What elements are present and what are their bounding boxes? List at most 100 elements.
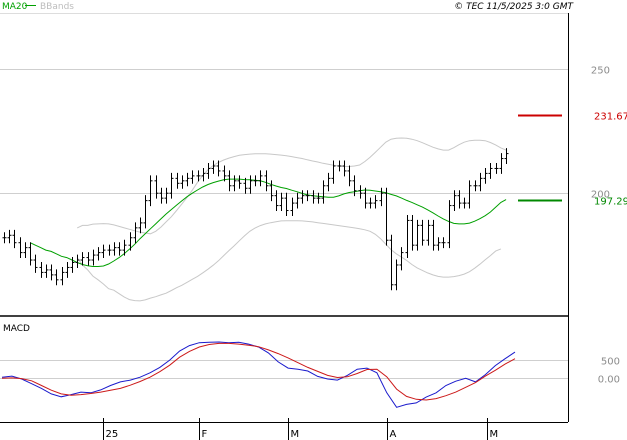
x-axis-tick-label: A (390, 429, 397, 440)
ohlc-bar (405, 214, 410, 259)
ma20-line-group (29, 178, 507, 267)
ohlc-bar (337, 160, 342, 172)
ohlc-bar (462, 197, 467, 209)
ohlc-bar (18, 237, 23, 259)
ohlc-bar (316, 192, 321, 204)
ohlc-bar (175, 172, 180, 189)
ohlc-bar (447, 200, 452, 249)
ohlc-bar (101, 244, 106, 259)
ohlc-bar (452, 190, 457, 212)
ohlc-bar (33, 254, 38, 273)
ohlc-bar (368, 197, 373, 209)
ohlc-bar (122, 239, 127, 256)
ohlc-bar (169, 172, 174, 199)
price-axis-labels: 250 200 (591, 66, 610, 201)
ohlc-bar (148, 175, 153, 207)
ohlc-bar (363, 187, 368, 209)
ohlc-bar (28, 242, 33, 266)
bband-lower-line (76, 220, 502, 302)
ohlc-bar (358, 185, 363, 199)
ohlc-bar (373, 195, 378, 209)
ohlc-bar (389, 234, 394, 291)
ohlc-bar (436, 237, 441, 251)
ohlc-bar (70, 257, 75, 273)
ohlc-bar (295, 192, 300, 209)
ohlc-bar (441, 237, 446, 249)
macd-tick-label: 0.00 (598, 375, 620, 386)
ohlc-bar (258, 170, 263, 187)
macd-panel-title: MACD (3, 324, 30, 334)
bband-upper-line (76, 137, 507, 235)
ohlc-bar (80, 252, 85, 266)
ohlc-bar (483, 167, 488, 184)
ohlc-bar (253, 175, 258, 187)
ohlc-bar (305, 190, 310, 202)
ohlc-bar (488, 163, 493, 179)
copyright-timestamp: © TEC 11/5/2025 3:0 GMT (454, 2, 574, 12)
ohlc-bar (300, 190, 305, 204)
ohlc-bar (201, 167, 206, 182)
ohlc-bar (107, 244, 112, 256)
ohlc-bar (290, 197, 295, 216)
ohlc-bars (2, 148, 509, 291)
ohlc-bar (426, 219, 431, 246)
price-tick-label: 250 (591, 66, 610, 77)
ohlc-bar (2, 232, 7, 244)
ohlc-bar (243, 177, 248, 194)
ohlc-bar (342, 160, 347, 177)
ohlc-bar (86, 252, 91, 266)
ma20-line (29, 178, 507, 267)
ma20-legend-label: MA20 (2, 2, 28, 12)
ohlc-bar (112, 242, 117, 256)
ohlc-bar (75, 254, 80, 268)
ohlc-bar (216, 160, 221, 177)
ohlc-bar (232, 175, 237, 192)
price-tick-label: 200 (591, 190, 610, 201)
ohlc-bar (384, 187, 389, 246)
ohlc-bar (399, 247, 404, 271)
x-axis-ticks: 25 F M A M (103, 418, 499, 440)
ohlc-bar (96, 247, 101, 261)
x-axis-tick-label: M (490, 429, 499, 440)
ohlc-bar (326, 172, 331, 192)
ohlc-bar (279, 192, 284, 212)
ohlc-bar (331, 160, 336, 184)
ohlc-bar (504, 148, 509, 164)
ohlc-bar (138, 217, 143, 234)
ohlc-bar (494, 163, 499, 174)
ohlc-bar (410, 214, 415, 251)
ohlc-bar (190, 170, 195, 184)
ohlc-bar (60, 266, 65, 286)
ohlc-bar (431, 219, 436, 251)
ohlc-bar (269, 180, 274, 202)
ohlc-bar (117, 242, 122, 256)
macd-signal-line (1, 342, 516, 401)
bbands-legend-label: BBands (40, 2, 74, 12)
ohlc-bar (352, 175, 357, 197)
ohlc-bar (185, 172, 190, 187)
ohlc-bar (274, 190, 279, 212)
ohlc-bar (227, 170, 232, 192)
ohlc-bar (159, 187, 164, 204)
ohlc-bar (154, 175, 159, 199)
ohlc-bar (54, 269, 59, 286)
ohlc-bar (420, 219, 425, 246)
ohlc-bar (478, 172, 483, 192)
x-axis-tick-label: M (291, 429, 300, 440)
ohlc-bar (180, 175, 185, 189)
ohlc-bar (311, 190, 316, 204)
ohlc-bar (264, 170, 269, 192)
ohlc-bar (467, 180, 472, 209)
ohlc-bar (499, 153, 504, 174)
price-grid (0, 69, 568, 194)
resistance-label: 231.67 (594, 112, 627, 123)
ohlc-bar (12, 229, 17, 249)
bollinger-bands (76, 137, 507, 302)
ohlc-bar (128, 232, 133, 251)
ohlc-bar (196, 170, 201, 182)
ohlc-bar (164, 187, 169, 204)
ohlc-bar (7, 229, 12, 244)
ohlc-bar (23, 242, 28, 259)
